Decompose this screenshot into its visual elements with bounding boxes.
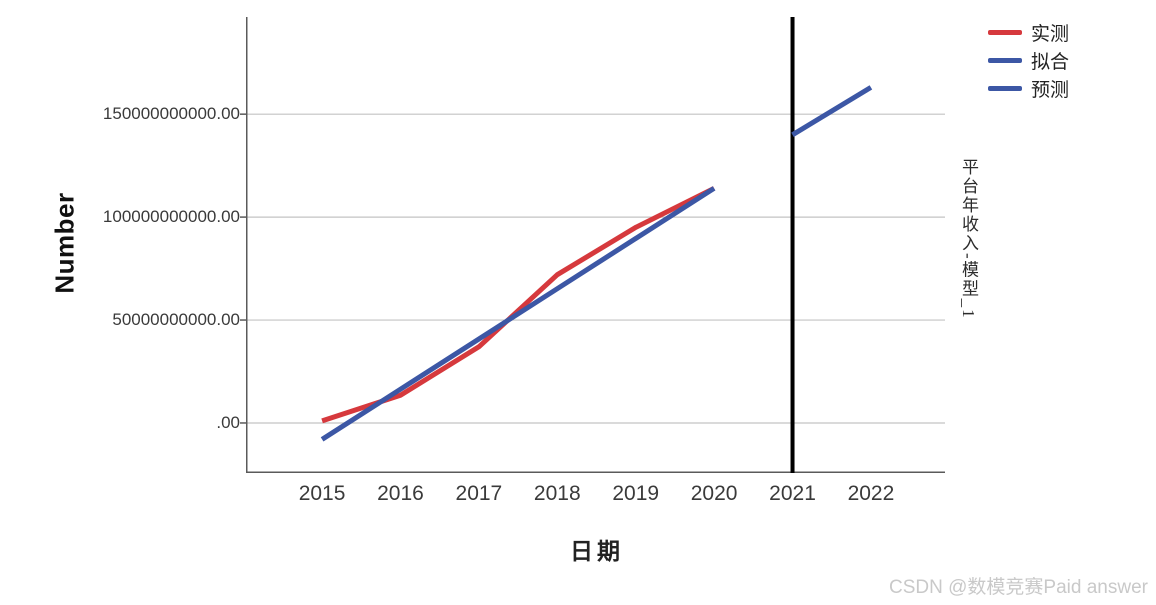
legend-swatch-observed [988,29,1022,35]
legend-item-forecast: 预测 [988,74,1069,102]
x-tick-label: 2022 [847,482,895,505]
legend-label-fitted: 拟合 [1031,51,1070,73]
legend-swatch-forecast [988,85,1022,91]
legend-label-observed: 实测 [1031,23,1070,45]
y-tick-label: 100000000000.00 [102,207,240,227]
x-tick-label: 2019 [612,482,660,505]
watermark-text: CSDN @数模竞赛Paid answer [889,577,1148,598]
x-tick-label: 2021 [769,482,816,505]
x-tick-label: 2017 [455,482,503,505]
legend-swatch-fitted [988,57,1022,63]
legend: 实测 拟合 预测 [988,18,1069,102]
forecast-line [791,85,873,137]
x-tick-label: 2018 [533,482,581,505]
y-tick-label: .00 [216,412,240,432]
x-tick-label: 2016 [377,482,424,505]
y-tick-label: 50000000000.00 [112,310,240,330]
model-name-label: 平台年收入-模型_1 [959,158,978,320]
legend-label-forecast: 预测 [1031,79,1070,101]
fitted-line [320,186,716,442]
x-tick-label: 2015 [298,482,346,505]
y-tick-label: 150000000000.00 [102,104,240,124]
x-axis-title: 日期 [570,539,624,564]
x-tick-label: 2020 [690,482,738,505]
legend-item-fitted: 拟合 [988,46,1069,74]
y-axis-title: Number [49,192,80,294]
plot-area [240,17,945,473]
legend-item-observed: 实测 [988,18,1069,46]
